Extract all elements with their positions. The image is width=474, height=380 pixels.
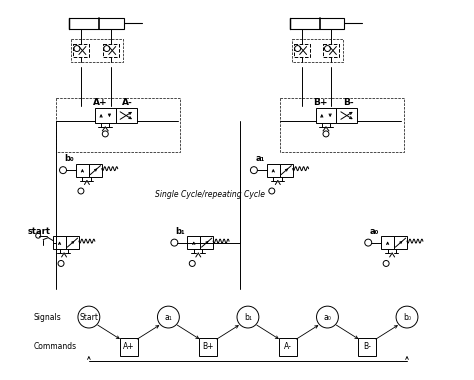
Text: B+: B+ (202, 342, 214, 352)
Circle shape (171, 239, 178, 246)
Circle shape (58, 260, 64, 266)
Text: B+: B+ (313, 98, 328, 107)
Circle shape (295, 46, 301, 52)
Circle shape (237, 306, 259, 328)
Bar (280, 164, 292, 177)
Text: Start: Start (79, 313, 99, 321)
Bar (120, 338, 137, 356)
Text: b₀: b₀ (403, 313, 411, 321)
Text: a₁: a₁ (164, 313, 172, 321)
Bar (337, 108, 357, 123)
Circle shape (102, 131, 108, 137)
Circle shape (323, 131, 329, 137)
Text: a₀: a₀ (324, 313, 331, 321)
Bar (280, 98, 404, 152)
Bar (116, 108, 137, 123)
Text: A+: A+ (92, 98, 107, 107)
Text: A-: A- (284, 342, 292, 352)
Circle shape (74, 46, 80, 52)
Bar (381, 236, 394, 249)
Bar (294, 44, 310, 57)
Text: a₁: a₁ (255, 154, 265, 163)
Circle shape (60, 167, 66, 174)
Circle shape (325, 46, 330, 52)
Bar (187, 236, 200, 249)
Text: B-: B- (363, 342, 371, 352)
Text: start: start (28, 227, 51, 236)
Circle shape (36, 233, 41, 238)
Text: Signals: Signals (33, 313, 61, 321)
Bar (53, 236, 66, 249)
Bar (89, 164, 102, 177)
Circle shape (78, 188, 84, 194)
Text: b₁: b₁ (244, 313, 252, 321)
Circle shape (250, 167, 257, 174)
Text: b₀: b₀ (64, 154, 74, 163)
Text: A+: A+ (123, 342, 135, 352)
Bar (290, 18, 345, 28)
Bar (279, 338, 297, 356)
Bar (200, 236, 213, 249)
Bar (71, 39, 123, 62)
Bar (323, 44, 339, 57)
Bar (103, 44, 118, 57)
Circle shape (104, 46, 110, 52)
Circle shape (317, 306, 338, 328)
Circle shape (189, 260, 195, 266)
Bar (267, 164, 280, 177)
Circle shape (383, 260, 389, 266)
Text: Single Cycle/repeating Cycle: Single Cycle/repeating Cycle (155, 190, 265, 200)
Bar (95, 108, 116, 123)
Circle shape (396, 306, 418, 328)
Bar (394, 236, 407, 249)
Bar (199, 338, 217, 356)
Circle shape (78, 306, 100, 328)
Bar (69, 18, 124, 28)
Circle shape (365, 239, 372, 246)
Text: b₁: b₁ (176, 227, 185, 236)
Text: A-: A- (122, 98, 133, 107)
Bar (292, 39, 343, 62)
Bar (316, 108, 337, 123)
Bar (73, 44, 89, 57)
Text: a₀: a₀ (370, 227, 379, 236)
Circle shape (157, 306, 179, 328)
Bar (66, 236, 79, 249)
Text: B-: B- (343, 98, 354, 107)
Text: Commands: Commands (33, 342, 76, 352)
Bar (56, 98, 180, 152)
Circle shape (269, 188, 275, 194)
Bar (358, 338, 376, 356)
Bar (76, 164, 89, 177)
